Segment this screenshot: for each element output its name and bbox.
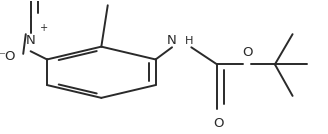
Text: O: O <box>242 46 253 59</box>
Text: N: N <box>26 34 35 47</box>
Text: H: H <box>185 36 194 46</box>
Text: O: O <box>214 117 224 130</box>
Text: +: + <box>40 23 48 33</box>
Text: N: N <box>167 34 177 47</box>
Text: ⁻O: ⁻O <box>0 50 15 63</box>
